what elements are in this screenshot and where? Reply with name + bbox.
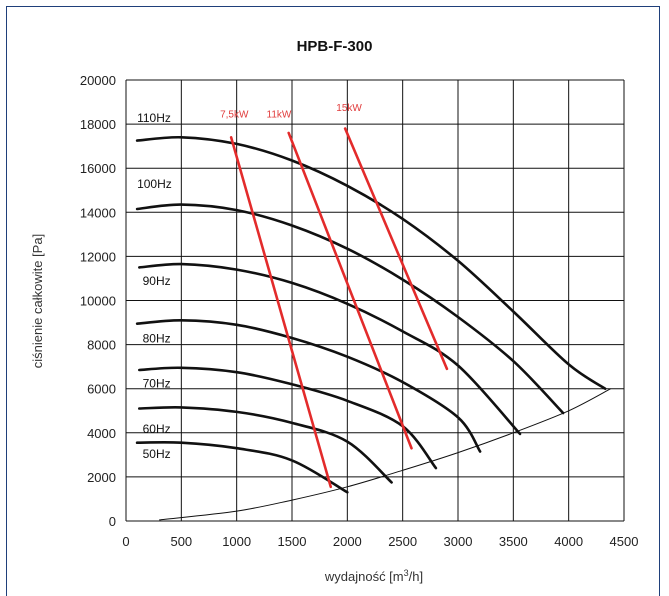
label-70Hz: 70Hz [143, 377, 171, 391]
y-tick-4000: 4000 [87, 426, 116, 441]
x-tick-2500: 2500 [388, 534, 417, 549]
x-tick-4000: 4000 [554, 534, 583, 549]
curve-50Hz [135, 441, 349, 494]
y-tick-16000: 16000 [80, 161, 116, 176]
x-tick-4500: 4500 [610, 534, 639, 549]
curve-70Hz [138, 366, 438, 470]
y-tick-12000: 12000 [80, 249, 116, 264]
label-100Hz: 100Hz [137, 177, 172, 191]
power-lines [229, 127, 449, 489]
label-90Hz: 90Hz [143, 274, 171, 288]
system-curve [159, 388, 611, 521]
label-7,5kW: 7,5kW [220, 109, 249, 120]
curve-60Hz [138, 405, 393, 484]
y-tick-8000: 8000 [87, 338, 116, 353]
curve-80Hz [135, 318, 482, 453]
power-line-7,5kW [229, 136, 333, 489]
label-11kW: 11kW [267, 109, 292, 120]
y-tick-18000: 18000 [80, 117, 116, 132]
y-axis-label: ciśnienie całkowite [Pa] [30, 234, 45, 368]
power-line-15kW [343, 127, 449, 371]
x-tick-1000: 1000 [222, 534, 251, 549]
system-curve-group [159, 388, 611, 521]
y-tick-2000: 2000 [87, 470, 116, 485]
x-tick-labels: 0 500 1000 1500 2000 2500 3000 3500 4000 4500 [122, 534, 638, 549]
series-labels: 110Hz 100Hz 90Hz 80Hz 70Hz 60Hz 50Hz 7,5kW 11kW 1… [137, 103, 362, 461]
y-tick-0: 0 [109, 514, 116, 529]
label-80Hz: 80Hz [143, 331, 171, 345]
x-tick-3000: 3000 [444, 534, 473, 549]
curve-110Hz [135, 135, 607, 390]
label-50Hz: 50Hz [143, 447, 171, 461]
y-tick-20000: 20000 [80, 73, 116, 88]
label-15kW: 15kW [336, 103, 362, 114]
x-tick-2000: 2000 [333, 534, 362, 549]
x-tick-500: 500 [170, 534, 192, 549]
curve-90Hz [138, 262, 522, 436]
y-tick-labels: 0 2000 4000 6000 8000 10000 12000 14000 16000 180… [80, 73, 116, 529]
frequency-curves [135, 135, 607, 494]
y-tick-14000: 14000 [80, 205, 116, 220]
y-tick-6000: 6000 [87, 382, 116, 397]
x-axis-label: wydajność [m3/h] [324, 568, 423, 584]
x-tick-1500: 1500 [278, 534, 307, 549]
power-line-11kW [287, 131, 413, 450]
x-tick-0: 0 [122, 534, 129, 549]
x-tick-3500: 3500 [499, 534, 528, 549]
chart-title: HPB-F-300 [296, 38, 373, 55]
chart-grid [125, 79, 625, 522]
curve-100Hz [135, 203, 565, 415]
y-tick-10000: 10000 [80, 294, 116, 309]
chart-frame [6, 6, 660, 596]
label-60Hz: 60Hz [143, 422, 171, 436]
label-110Hz: 110Hz [137, 111, 171, 125]
